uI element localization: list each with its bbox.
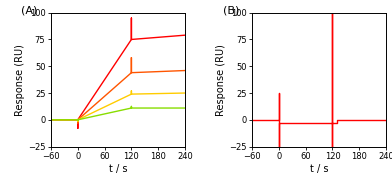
X-axis label: t / s: t / s [109,164,127,174]
X-axis label: t / s: t / s [310,164,328,174]
Text: (B): (B) [223,6,239,16]
Y-axis label: Response (RU): Response (RU) [216,44,226,116]
Y-axis label: Response (RU): Response (RU) [15,44,25,116]
Text: (A): (A) [22,6,38,16]
